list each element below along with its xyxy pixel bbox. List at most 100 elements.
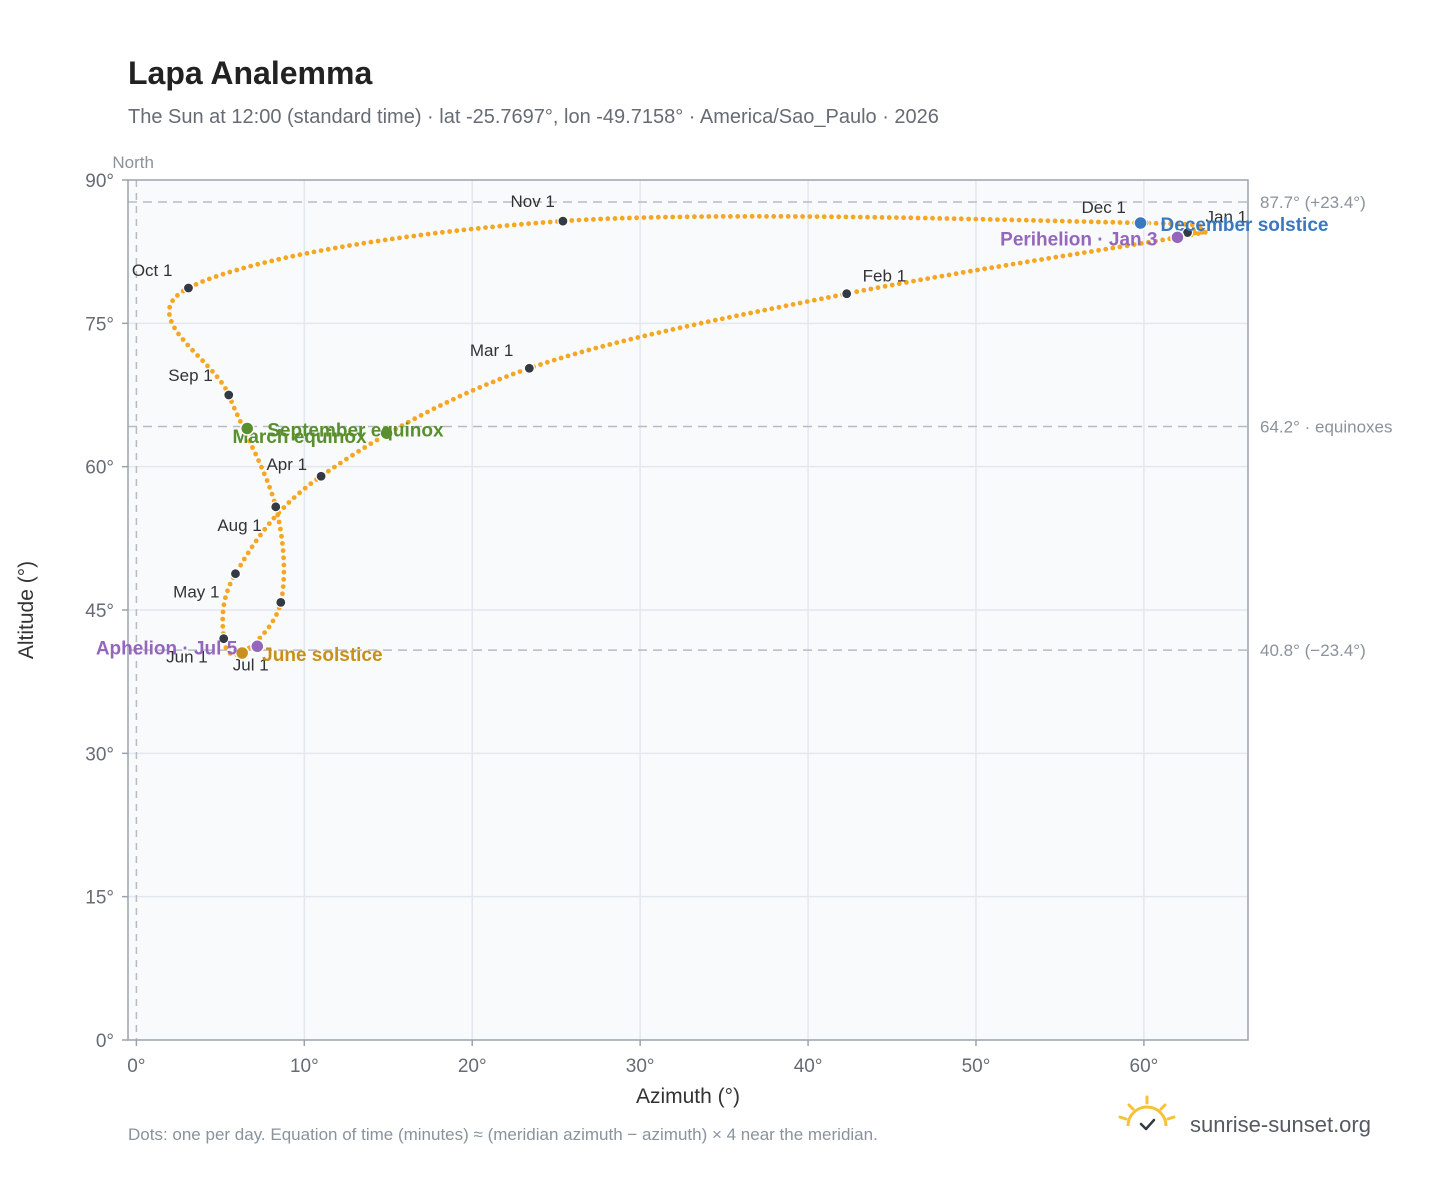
event-marker — [250, 639, 265, 654]
month-marker — [270, 501, 282, 513]
daily-dot — [1160, 221, 1166, 226]
daily-dot — [461, 227, 467, 233]
daily-dot — [238, 562, 244, 568]
daily-dot — [412, 416, 418, 422]
month-marker — [218, 633, 230, 645]
daily-dot — [431, 406, 437, 412]
daily-dot — [989, 265, 995, 271]
daily-dot — [861, 287, 867, 293]
daily-dot — [281, 555, 286, 561]
month-label: Feb 1 — [863, 267, 906, 286]
daily-dot — [886, 215, 892, 220]
daily-dot — [311, 249, 317, 255]
month-marker — [229, 568, 242, 580]
daily-dot — [635, 335, 641, 340]
event-marker — [1133, 215, 1148, 231]
daily-dot — [648, 215, 654, 220]
daily-dot — [843, 214, 849, 220]
x-tick-label: 20° — [458, 1056, 487, 1077]
daily-dot — [256, 458, 261, 463]
daily-dot — [490, 379, 496, 385]
daily-dot — [253, 538, 259, 544]
daily-dot — [960, 270, 966, 275]
brand-name[interactable]: sunrise-sunset.org — [1190, 1112, 1371, 1137]
daily-dot — [713, 214, 719, 219]
daily-dot — [220, 271, 226, 277]
daily-dot — [1074, 251, 1080, 257]
daily-dot — [418, 232, 424, 238]
daily-dot — [227, 269, 233, 275]
daily-dot — [259, 464, 264, 470]
daily-dot — [677, 325, 683, 331]
month-marker — [523, 362, 535, 374]
month-label: Oct 1 — [132, 261, 173, 280]
daily-dot — [649, 331, 655, 337]
daily-dot — [547, 219, 553, 225]
daily-dot — [356, 448, 361, 454]
daily-dot — [1038, 218, 1044, 224]
x-tick-label: 10° — [290, 1056, 319, 1077]
daily-dot — [1074, 219, 1080, 224]
daily-dot — [854, 289, 860, 295]
daily-dot — [1045, 218, 1051, 224]
daily-dot — [821, 214, 827, 220]
daily-dot — [800, 214, 805, 219]
daily-dot — [951, 216, 957, 222]
daily-dot — [451, 396, 456, 402]
daily-dot — [332, 464, 337, 470]
event-label: December solstice — [1161, 215, 1329, 236]
chart-subtitle: The Sun at 12:00 (standard time) · lat -… — [128, 106, 939, 128]
daily-dot — [200, 358, 206, 364]
daily-dot — [1103, 246, 1109, 252]
daily-dot — [229, 399, 234, 404]
daily-dot — [1088, 219, 1094, 225]
daily-dot — [785, 214, 791, 219]
daily-dot — [533, 220, 539, 226]
daily-dot — [699, 214, 704, 220]
daily-dot — [227, 651, 233, 656]
daily-dot — [1110, 219, 1116, 225]
daily-dot — [220, 616, 226, 622]
daily-dot — [684, 323, 690, 329]
y-tick-label: 30° — [85, 744, 114, 765]
daily-dot — [444, 400, 450, 405]
daily-dot — [607, 342, 613, 347]
daily-dot — [975, 267, 980, 273]
daily-dot — [889, 282, 895, 288]
daily-dot — [1168, 221, 1173, 227]
daily-dot — [255, 261, 261, 267]
daily-dot — [593, 345, 599, 351]
event-label: March equinox — [233, 427, 368, 448]
daily-dot — [804, 299, 810, 304]
daily-dot — [180, 337, 186, 342]
daily-dot — [811, 297, 817, 303]
y-tick-label: 15° — [85, 888, 114, 909]
daily-dot — [712, 317, 718, 323]
daily-dot — [982, 266, 987, 272]
daily-dot — [663, 328, 669, 334]
daily-dot — [262, 526, 268, 532]
daily-dot — [350, 452, 355, 458]
chart-title: Lapa Analemma — [128, 55, 372, 91]
daily-dot — [425, 409, 430, 415]
daily-dot — [857, 214, 863, 220]
daily-dot — [1198, 226, 1203, 231]
daily-dot — [438, 403, 443, 408]
daily-dot — [261, 471, 267, 477]
daily-dot — [996, 264, 1002, 269]
daily-dot — [405, 419, 411, 425]
daily-dot — [735, 214, 741, 219]
daily-dot — [477, 385, 483, 390]
daily-dot — [291, 495, 297, 500]
daily-dot — [389, 236, 395, 242]
daily-dot — [540, 220, 546, 225]
daily-dot — [213, 274, 219, 279]
daily-dot — [598, 216, 603, 222]
daily-dot — [776, 304, 782, 310]
daily-dot — [705, 319, 711, 325]
event-marker — [234, 645, 250, 661]
daily-dot — [519, 221, 524, 227]
daily-dot — [418, 412, 424, 418]
daily-dot — [281, 562, 287, 568]
event-marker — [379, 425, 394, 441]
